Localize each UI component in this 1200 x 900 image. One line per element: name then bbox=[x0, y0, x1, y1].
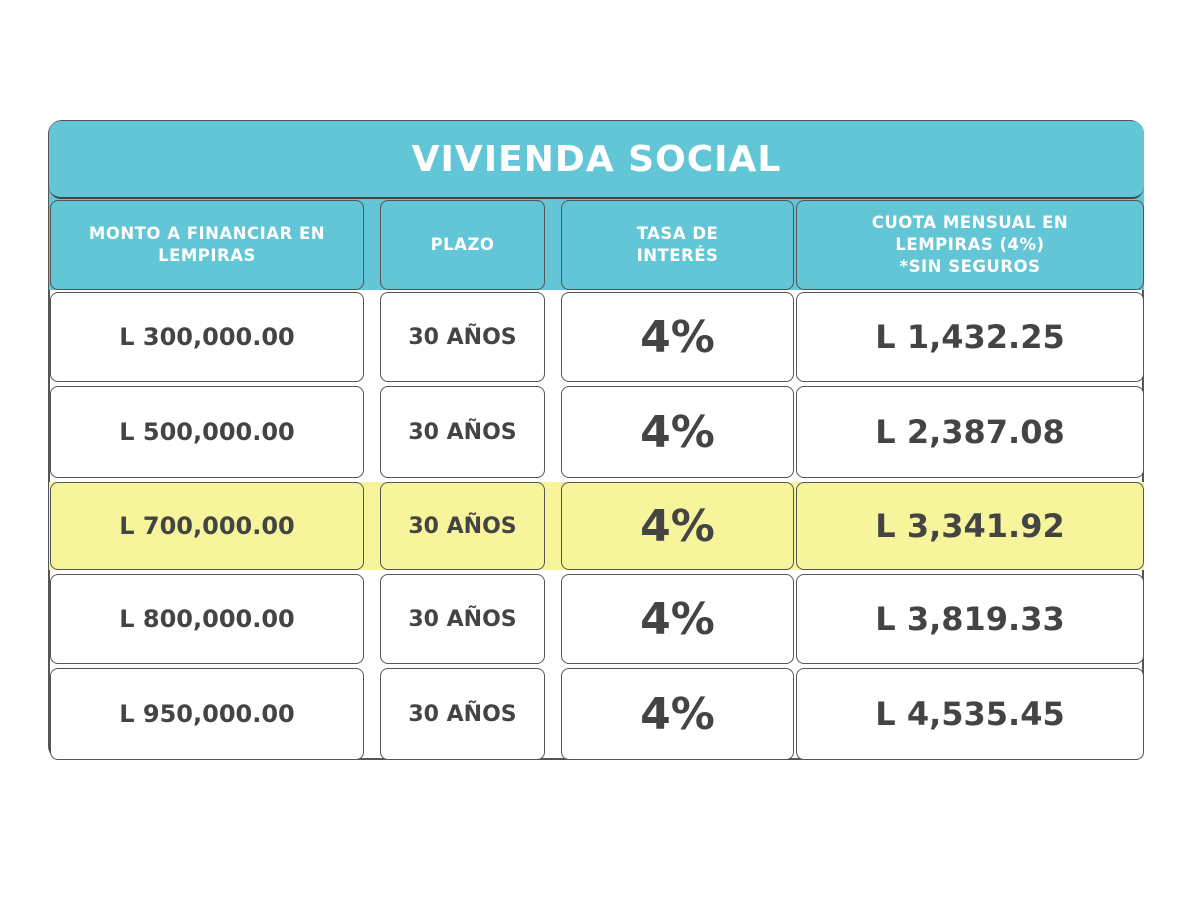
table-cell-monto: L 800,000.00 bbox=[50, 574, 364, 664]
column-header-tasa: TASA DE INTERÉS bbox=[561, 200, 794, 290]
table-cell-cuota: L 4,535.45 bbox=[796, 668, 1144, 760]
column-header-monto: MONTO A FINANCIAR EN LEMPIRAS bbox=[50, 200, 364, 290]
table-cell-monto: L 500,000.00 bbox=[50, 386, 364, 478]
table-cell-tasa: 4% bbox=[561, 386, 794, 478]
table-cell-cuota: L 1,432.25 bbox=[796, 292, 1144, 382]
table-cell-cuota: L 3,819.33 bbox=[796, 574, 1144, 664]
table-cell-monto: L 700,000.00 bbox=[50, 482, 364, 570]
column-header-plazo: PLAZO bbox=[380, 200, 545, 290]
column-header-cuota: CUOTA MENSUAL EN LEMPIRAS (4%) *SIN SEGU… bbox=[796, 200, 1144, 290]
table-title: VIVIENDA SOCIAL bbox=[49, 121, 1144, 199]
table-cell-tasa: 4% bbox=[561, 668, 794, 760]
table-cell-tasa: 4% bbox=[561, 292, 794, 382]
table-cell-plazo: 30 AÑOS bbox=[380, 386, 545, 478]
table-cell-cuota: L 2,387.08 bbox=[796, 386, 1144, 478]
table-cell-monto: L 300,000.00 bbox=[50, 292, 364, 382]
table-cell-tasa: 4% bbox=[561, 574, 794, 664]
table-cell-plazo: 30 AÑOS bbox=[380, 668, 545, 760]
table-cell-plazo: 30 AÑOS bbox=[380, 482, 545, 570]
table-cell-plazo: 30 AÑOS bbox=[380, 292, 545, 382]
table-cell-plazo: 30 AÑOS bbox=[380, 574, 545, 664]
table-cell-tasa: 4% bbox=[561, 482, 794, 570]
table-cell-cuota: L 3,341.92 bbox=[796, 482, 1144, 570]
table-cell-monto: L 950,000.00 bbox=[50, 668, 364, 760]
